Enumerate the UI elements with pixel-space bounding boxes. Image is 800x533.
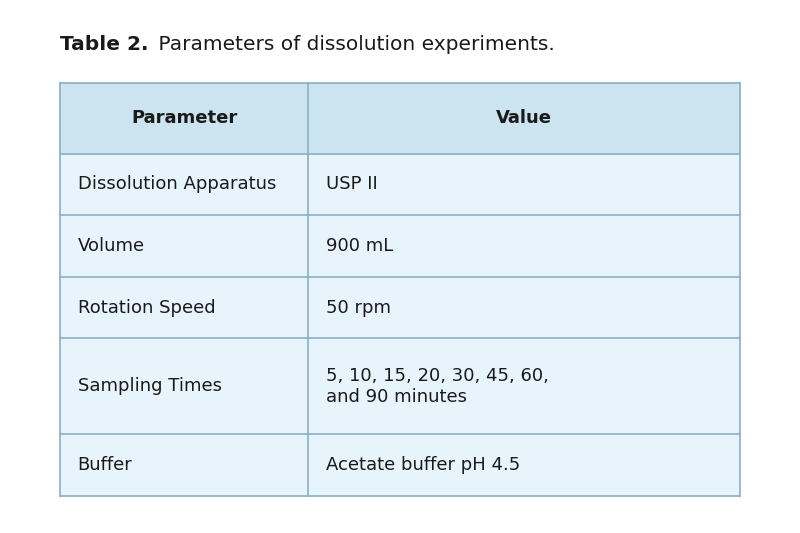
Text: 50 rpm: 50 rpm	[326, 298, 391, 317]
Text: 5, 10, 15, 20, 30, 45, 60,
and 90 minutes: 5, 10, 15, 20, 30, 45, 60, and 90 minute…	[326, 367, 549, 406]
Text: Value: Value	[496, 109, 552, 127]
Text: Parameter: Parameter	[131, 109, 238, 127]
Text: Acetate buffer pH 4.5: Acetate buffer pH 4.5	[326, 456, 520, 474]
Text: Sampling Times: Sampling Times	[78, 377, 222, 395]
Text: Rotation Speed: Rotation Speed	[78, 298, 215, 317]
Text: Dissolution Apparatus: Dissolution Apparatus	[78, 175, 276, 193]
Text: Volume: Volume	[78, 237, 145, 255]
Text: Buffer: Buffer	[78, 456, 132, 474]
Text: 900 mL: 900 mL	[326, 237, 393, 255]
Text: Table 2.: Table 2.	[60, 35, 149, 54]
Text: Parameters of dissolution experiments.: Parameters of dissolution experiments.	[152, 35, 554, 54]
Text: USP II: USP II	[326, 175, 378, 193]
